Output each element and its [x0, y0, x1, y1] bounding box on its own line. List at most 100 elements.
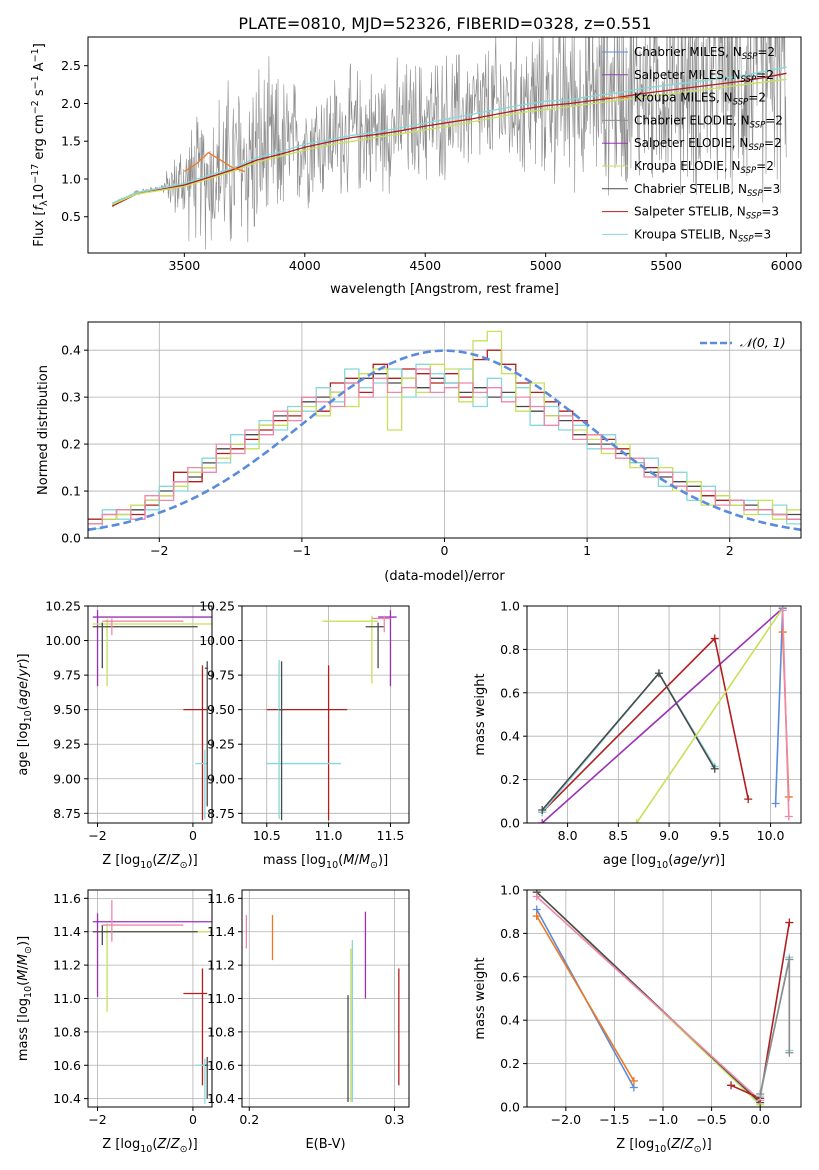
x-axis-label: mass [log10(M/M⊙)]	[263, 853, 388, 871]
panel-mass_vs_Z: −2 010.410.610.811.011.211.411.6 Z [log10(…	[16, 889, 213, 1155]
label-part: /	[166, 853, 171, 868]
legend-text: Salpeter STELIB, N	[634, 205, 746, 219]
x-tick-label: 10.5	[253, 828, 281, 843]
model-line	[111, 66, 787, 204]
panel-residuals: −2 −1 0 1 2 0.0 0.1 0.2 0.3 0.4 𝒩(0, 1) (data-model…	[36, 321, 802, 584]
label-part: )]	[715, 853, 725, 868]
x-tick-label: 0.2	[239, 1112, 259, 1127]
y-tick-label: 0.4	[500, 729, 520, 744]
y-tick-label: 1.0	[61, 171, 81, 186]
label-part: Normed distribution	[36, 365, 51, 495]
label-part: (	[668, 853, 673, 868]
label-part: 10	[32, 184, 47, 201]
legend-text: Kroupa ELODIE, N	[634, 159, 741, 173]
y-tick-label: 0.0	[500, 816, 520, 831]
weight-marker	[710, 764, 719, 773]
weight-marker	[538, 805, 547, 814]
weight-marker	[785, 918, 794, 927]
weight-line	[759, 959, 791, 1095]
axes-frame	[241, 605, 410, 824]
x-tick-label: −1	[293, 543, 311, 558]
x-tick-label: 0.0	[750, 1112, 770, 1127]
weight-marker	[538, 819, 547, 823]
label-part: age	[673, 853, 697, 868]
label-part: λ	[39, 200, 50, 206]
weight-marker	[710, 634, 719, 643]
weight-line	[536, 915, 635, 1082]
y-tick-label: 9.50	[53, 702, 81, 717]
y-tick-label: 0.6	[500, 685, 520, 700]
y-tick-label: 9.00	[53, 771, 81, 786]
label-part: M	[16, 970, 31, 981]
weight-marker	[771, 799, 780, 808]
error-bar-point	[102, 618, 184, 636]
legend-sub: SSP	[747, 189, 763, 199]
y-axis-label: mass weight	[473, 957, 488, 1039]
y-tick-label: 9.50	[207, 702, 235, 717]
y-tick-label: 10.6	[207, 1058, 235, 1073]
y-tick-label: 0.2	[500, 772, 520, 787]
y-tick-label: 10.25	[45, 599, 81, 614]
error-bar-point	[204, 1056, 209, 1099]
x-tick-label: −1.5	[599, 1112, 629, 1127]
y-tick-label: 10.4	[207, 1091, 235, 1106]
error-bar-point	[92, 610, 212, 687]
error-bar-point	[204, 661, 209, 807]
label-part: (	[16, 705, 31, 710]
y-tick-label: 10.8	[207, 1024, 235, 1039]
legend-entry: Chabrier ELODIE, NSSP=2	[634, 113, 783, 130]
error-bar-point	[378, 610, 397, 687]
label-part: 10	[23, 710, 34, 722]
legend-sub: SSP	[742, 52, 758, 62]
axes: −2 0 10.4 10.6 10.8 11.0 11.2 11.4 11.6	[53, 889, 213, 1127]
legend-text: Salpeter ELODIE, N	[634, 136, 748, 150]
y-axis-label: Flux [fλ10−17 erg cm−2 s−1 A−1]	[30, 43, 50, 247]
label-part: A	[32, 62, 47, 75]
label-part: )]	[188, 1137, 198, 1152]
weight-marker	[744, 795, 753, 804]
error-bar-point	[266, 659, 341, 819]
weight-line	[541, 671, 716, 813]
label-part: ⊙	[694, 1144, 702, 1155]
label-part: erg cm	[32, 114, 47, 163]
x-tick-label: 2	[726, 543, 734, 558]
y-tick-label: 11.2	[207, 958, 235, 973]
axes-frame	[526, 889, 802, 1108]
y-tick-label: 11.2	[53, 958, 81, 973]
y-tick-label: 0.4	[61, 343, 81, 358]
error-bar-point	[279, 661, 285, 821]
legend-sub: SSP	[750, 120, 766, 130]
y-tick-label: 0.1	[61, 484, 81, 499]
x-tick-label: −2.0	[551, 1112, 581, 1127]
weight-line	[536, 895, 761, 1102]
label-part: −1	[30, 75, 41, 89]
y-tick-label: 9.00	[207, 771, 235, 786]
label-part: /	[16, 676, 31, 681]
plot-area	[242, 606, 409, 823]
legend-tail: =2	[756, 159, 774, 173]
y-tick-label: 10.8	[53, 1024, 81, 1039]
weight-marker	[532, 912, 541, 921]
label-part: age [log	[603, 853, 656, 868]
weight-line	[541, 636, 749, 813]
label-part: Z	[170, 853, 181, 868]
y-tick-label: 10.00	[199, 633, 235, 648]
label-part: E(B-V)	[305, 1137, 345, 1152]
label-part: ]	[32, 43, 47, 48]
model-line	[111, 78, 787, 206]
legend-entry: 𝒩(0, 1)	[740, 335, 786, 350]
axes: −2.0 −1.5 −1.0 −0.5 0.0 0.0 0.2 0.4 0.6 0.8 1.0	[500, 883, 802, 1127]
x-axis-label: Z [log10(Z/Z⊙)]	[102, 1137, 197, 1155]
legend-sub: SSP	[738, 234, 754, 244]
label-part: )]	[188, 853, 198, 868]
x-axis-label: wavelength [Angstrom, rest frame]	[330, 282, 559, 297]
weight-marker	[778, 606, 787, 615]
plot-area	[88, 606, 212, 823]
label-part: )]	[378, 853, 388, 868]
panel-age_vs_mass: 10.5 11.0 11.5 8.75 9.00 9.25 9.50 9.75 10.00 10.…	[199, 599, 410, 871]
label-part: age [log	[16, 722, 31, 775]
x-axis-label: Z [log10(Z/Z⊙)]	[616, 1137, 711, 1155]
legend-tail: =3	[763, 182, 781, 196]
label-part: (	[338, 853, 343, 868]
label-part: Z [log	[102, 1137, 140, 1152]
